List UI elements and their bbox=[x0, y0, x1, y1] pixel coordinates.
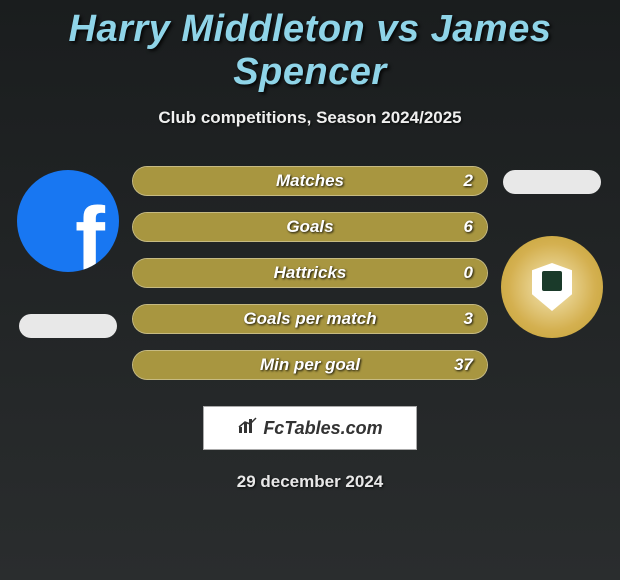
stat-value: 3 bbox=[464, 309, 473, 329]
stat-label: Min per goal bbox=[260, 355, 360, 375]
stat-label: Goals bbox=[286, 217, 333, 237]
club-crest-icon bbox=[532, 263, 572, 311]
fctables-logo[interactable]: FcTables.com bbox=[203, 406, 417, 450]
player-right-avatar bbox=[501, 236, 603, 338]
player-right-flag bbox=[503, 170, 601, 194]
logo-text: FcTables.com bbox=[263, 418, 382, 439]
stat-value: 37 bbox=[454, 355, 473, 375]
stat-value: 2 bbox=[464, 171, 473, 191]
player-left-flag bbox=[19, 314, 117, 338]
stat-bar-hattricks: Hattricks 0 bbox=[132, 258, 488, 288]
comparison-date: 29 december 2024 bbox=[0, 472, 620, 492]
stat-label: Hattricks bbox=[274, 263, 347, 283]
stat-label: Goals per match bbox=[243, 309, 376, 329]
stat-value: 6 bbox=[464, 217, 473, 237]
stat-label: Matches bbox=[276, 171, 344, 191]
comparison-body: Matches 2 Goals 6 Hattricks 0 Goals per … bbox=[0, 170, 620, 396]
player-right-column bbox=[492, 170, 612, 338]
stat-bar-min-per-goal: Min per goal 37 bbox=[132, 350, 488, 380]
stat-bar-goals: Goals 6 bbox=[132, 212, 488, 242]
stat-bar-goals-per-match: Goals per match 3 bbox=[132, 304, 488, 334]
stat-value: 0 bbox=[464, 263, 473, 283]
stats-column: Matches 2 Goals 6 Hattricks 0 Goals per … bbox=[128, 166, 492, 396]
player-left-avatar bbox=[17, 170, 119, 272]
chart-icon bbox=[237, 417, 259, 440]
stat-bar-matches: Matches 2 bbox=[132, 166, 488, 196]
comparison-subtitle: Club competitions, Season 2024/2025 bbox=[0, 108, 620, 128]
comparison-title: Harry Middleton vs James Spencer bbox=[0, 0, 620, 94]
player-left-column bbox=[8, 170, 128, 338]
